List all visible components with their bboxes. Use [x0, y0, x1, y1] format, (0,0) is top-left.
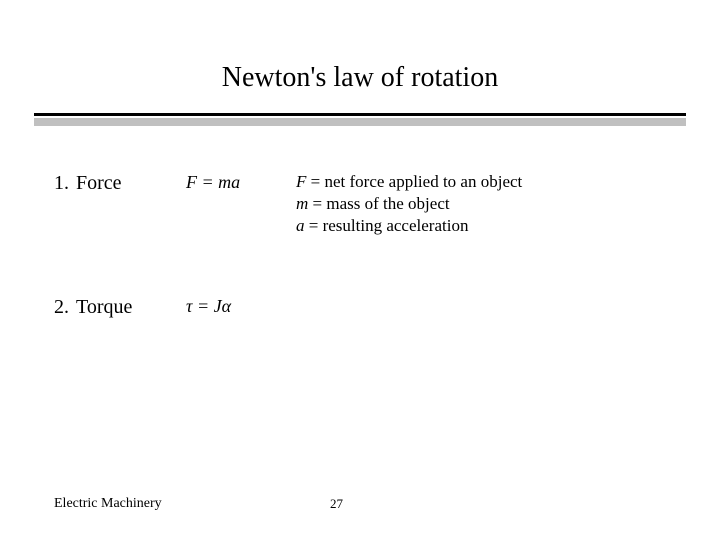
- slide: Newton's law of rotation 1. Force F = ma…: [0, 0, 720, 540]
- equals: =: [313, 194, 327, 213]
- definition-line: F = net force applied to an object: [296, 172, 522, 192]
- content-row-torque: 2. Torque τ = Jα: [54, 296, 680, 319]
- var-symbol: F: [296, 172, 306, 191]
- definition-line: m = mass of the object: [296, 194, 522, 214]
- title-underline: [34, 113, 686, 116]
- content-row-force: 1. Force F = ma F = net force applied to…: [54, 172, 680, 238]
- title-divider-bar: [34, 118, 686, 126]
- definitions-force: F = net force applied to an object m = m…: [296, 172, 522, 238]
- var-desc: mass of the object: [326, 194, 449, 213]
- footer-left: Electric Machinery: [54, 496, 162, 512]
- page-number: 27: [330, 496, 343, 512]
- list-label: Force: [76, 172, 186, 195]
- formula-force: F = ma: [186, 172, 296, 193]
- var-desc: net force applied to an object: [324, 172, 522, 191]
- list-number: 2.: [54, 296, 76, 319]
- equals: =: [311, 172, 325, 191]
- var-symbol: a: [296, 216, 305, 235]
- definition-line: a = resulting acceleration: [296, 216, 522, 236]
- equals: =: [309, 216, 323, 235]
- slide-title: Newton's law of rotation: [0, 62, 720, 94]
- formula-torque: τ = Jα: [186, 296, 296, 317]
- list-number: 1.: [54, 172, 76, 195]
- list-label: Torque: [76, 296, 186, 319]
- var-symbol: m: [296, 194, 308, 213]
- var-desc: resulting acceleration: [323, 216, 469, 235]
